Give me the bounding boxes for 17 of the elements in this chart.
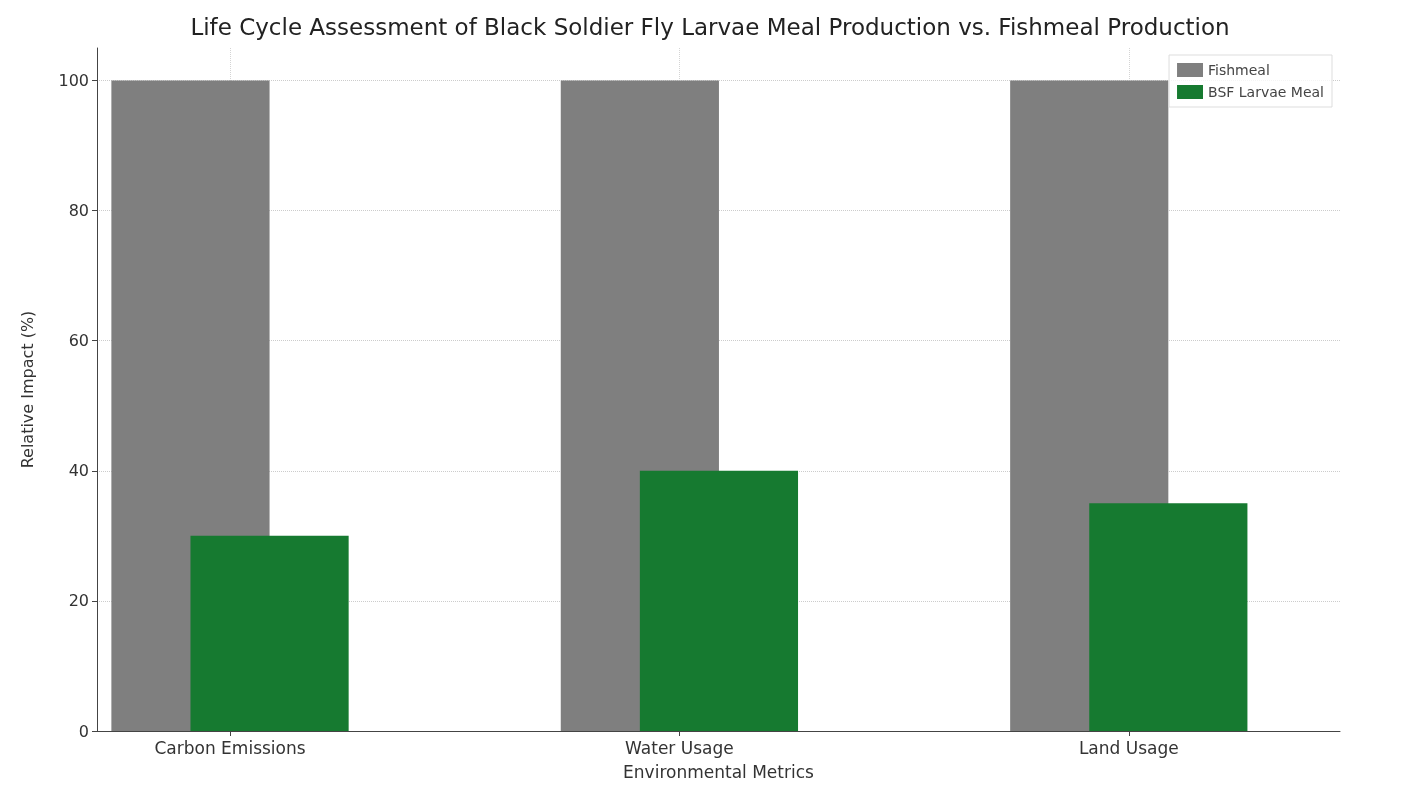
y-tick-label: 40 [68, 461, 89, 481]
x-axis-title: Environmental Metrics [623, 761, 815, 782]
x-tick-label: Carbon Emissions [154, 737, 306, 758]
y-tick-label: 100 [58, 71, 89, 91]
legend-label: Fishmeal [1208, 62, 1270, 78]
legend-label: BSF Larvae Meal [1208, 84, 1325, 100]
y-tick-label: 0 [78, 721, 89, 741]
y-tick-label: 80 [68, 201, 89, 221]
x-tick-label: Land Usage [1078, 737, 1179, 758]
y-tick-label: 20 [68, 591, 89, 611]
y-axis-title: Relative Impact (%) [17, 310, 37, 469]
y-tick-label: 60 [68, 331, 89, 351]
bar [190, 535, 349, 731]
x-tick-label: Water Usage [625, 737, 734, 758]
bar [639, 470, 799, 731]
chart-title: Life Cycle Assessment of Black Soldier Fly Larvae Meal Production vs. Fishmeal Production [190, 13, 1230, 40]
bar [1089, 503, 1248, 731]
